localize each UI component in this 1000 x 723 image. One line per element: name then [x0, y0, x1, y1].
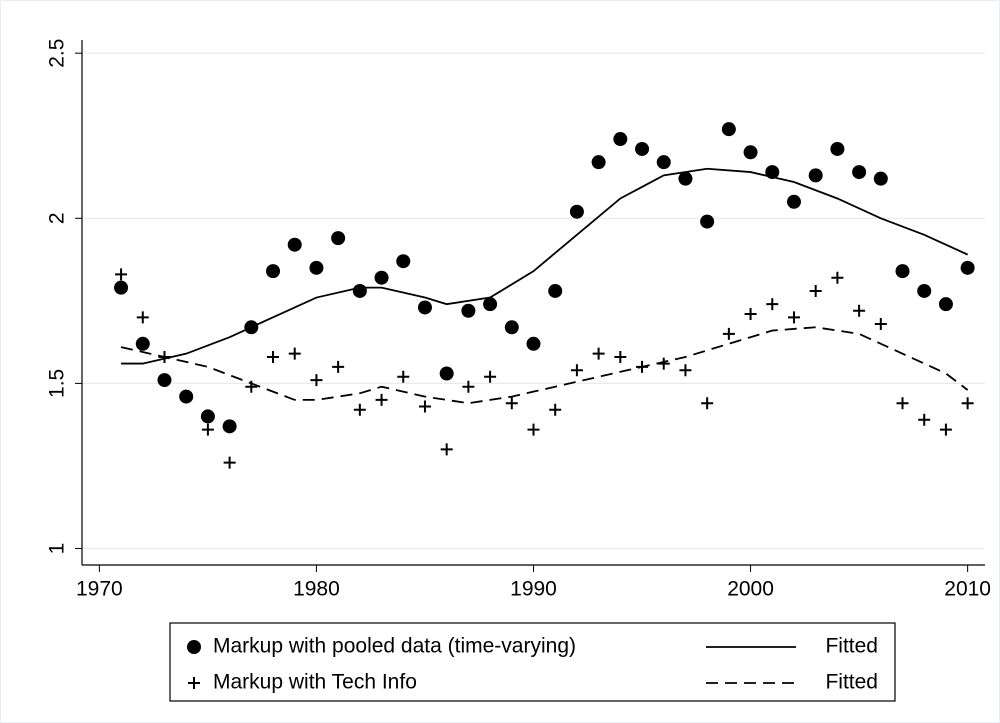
scatter-point: [613, 132, 628, 147]
scatter-point: [548, 283, 563, 298]
x-tick-label: 1980: [293, 578, 340, 601]
scatter-point: [614, 350, 627, 363]
scatter-point: [896, 397, 909, 410]
scatter-point: [591, 155, 606, 170]
legend-label: Fitted: [825, 671, 878, 694]
scatter-point: [852, 165, 867, 180]
scatter-point: [222, 419, 237, 434]
scatter-point: [635, 141, 650, 156]
scatter-point: [397, 370, 410, 383]
scatter-point: [135, 336, 150, 351]
scatter-point: [157, 373, 172, 388]
y-tick-label: 2: [46, 212, 69, 224]
scatter-point: [874, 317, 887, 330]
scatter-point: [136, 311, 149, 324]
scatter-point: [396, 254, 411, 269]
legend-label: Markup with pooled data (time-varying): [213, 635, 576, 658]
scatter-point: [267, 350, 280, 363]
scatter-point: [678, 171, 693, 186]
scatter-point: [700, 214, 715, 229]
scatter-point: [570, 364, 583, 377]
scatter-point: [787, 311, 800, 324]
scatter-point: [917, 283, 932, 298]
scatter-point: [374, 270, 389, 285]
scatter-point: [526, 336, 541, 351]
scatter-point: [484, 370, 497, 383]
scatter-point: [786, 194, 801, 209]
scatter-point: [743, 145, 758, 160]
x-tick-label: 1970: [76, 578, 123, 601]
legend-label: Fitted: [825, 635, 878, 658]
scatter-point: [961, 397, 974, 410]
scatter-point: [439, 366, 454, 381]
scatter-point: [873, 171, 888, 186]
scatter-point: [549, 403, 562, 416]
scatter-point: [569, 204, 584, 219]
legend-box: [169, 622, 896, 702]
legend-marker: [188, 677, 200, 689]
scatter-point: [656, 155, 671, 170]
scatter-point: [375, 393, 388, 406]
scatter-point: [766, 298, 779, 311]
scatter-point: [461, 303, 476, 318]
scatter-point: [115, 268, 128, 281]
scatter-point: [744, 308, 757, 321]
x-tick-label: 2000: [727, 578, 774, 601]
scatter-point: [440, 443, 453, 456]
scatter-point: [831, 271, 844, 284]
scatter-point: [895, 264, 910, 279]
scatter-point: [332, 360, 345, 373]
scatter-point: [223, 456, 236, 469]
scatter-point: [527, 423, 540, 436]
x-tick-label: 1990: [510, 578, 557, 601]
scatter-point: [592, 347, 605, 360]
scatter-point: [701, 397, 714, 410]
y-tick-label: 1.5: [46, 369, 69, 398]
scatter-point: [266, 264, 281, 279]
scatter-point: [353, 403, 366, 416]
y-tick-label: 2.5: [46, 39, 69, 68]
scatter-point: [679, 364, 692, 377]
scatter-point: [853, 304, 866, 317]
scatter-point: [462, 380, 475, 393]
scatter-point: [287, 237, 302, 252]
y-tick-label: 1: [46, 543, 69, 555]
scatter-point: [200, 409, 215, 424]
scatter-point: [288, 347, 301, 360]
scatter-point: [418, 400, 431, 413]
scatter-point: [309, 260, 324, 275]
scatter-point: [960, 260, 975, 275]
scatter-point: [331, 231, 346, 246]
scatter-point: [808, 168, 823, 183]
scatter-point: [417, 300, 432, 315]
scatter-point: [114, 280, 129, 295]
scatter-point: [201, 423, 214, 436]
x-tick-label: 2010: [944, 578, 991, 601]
scatter-point: [504, 320, 519, 335]
legend-marker: [187, 640, 201, 654]
scatter-point: [938, 297, 953, 312]
scatter-point: [505, 397, 518, 410]
legend-label: Markup with Tech Info: [213, 671, 417, 694]
scatter-point: [310, 374, 323, 387]
fitted-line: [120, 326, 969, 405]
scatter-point: [830, 141, 845, 156]
scatter-point: [721, 122, 736, 137]
scatter-point: [918, 413, 931, 426]
scatter-point: [809, 284, 822, 297]
scatter-point: [722, 327, 735, 340]
scatter-point: [352, 283, 367, 298]
fitted-line: [121, 167, 969, 365]
scatter-point: [939, 423, 952, 436]
scatter-point: [483, 297, 498, 312]
scatter-point: [179, 389, 194, 404]
